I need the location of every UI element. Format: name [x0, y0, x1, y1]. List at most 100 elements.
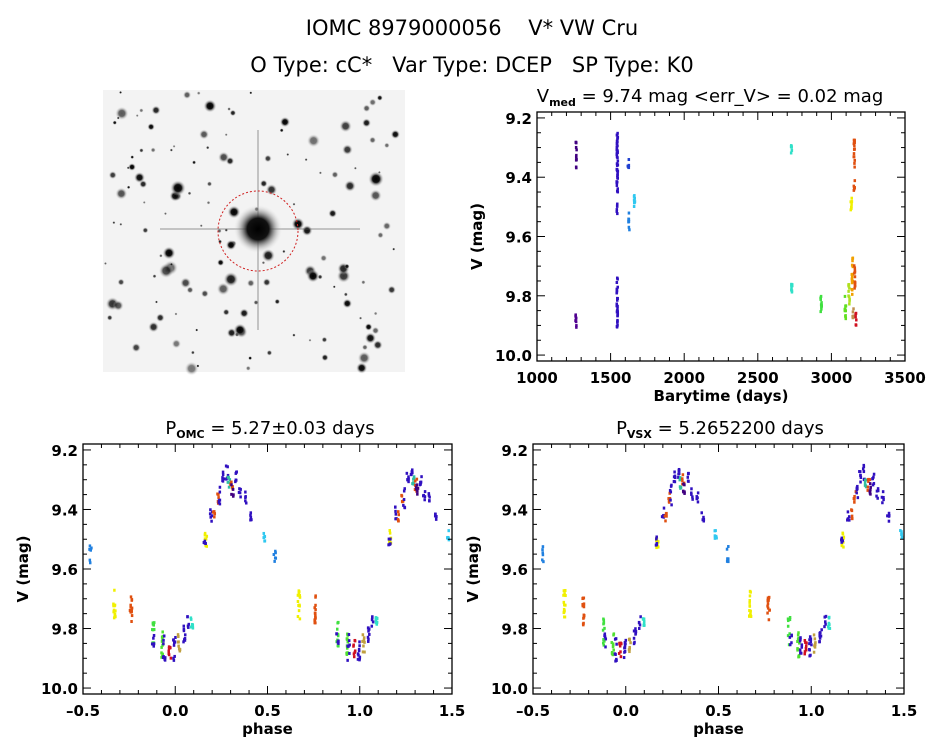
data-point — [345, 651, 348, 655]
data-point — [616, 156, 619, 160]
data-point — [798, 641, 801, 645]
data-point — [362, 636, 366, 640]
data-point — [202, 541, 206, 545]
bright-star — [279, 116, 291, 128]
data-point — [614, 652, 617, 656]
data-point — [677, 472, 680, 476]
data-point — [612, 633, 615, 637]
data-point — [345, 637, 349, 641]
star — [249, 91, 253, 95]
star — [103, 261, 107, 265]
data-point — [642, 617, 646, 621]
data-point — [112, 610, 115, 614]
report-title-types: O Type: cC* Var Type: DCEP SP Type: K0 — [250, 53, 694, 77]
data-point — [628, 650, 631, 654]
star — [135, 114, 139, 118]
data-point — [849, 208, 853, 212]
data-point — [859, 480, 862, 484]
data-point — [786, 624, 790, 628]
data-point — [346, 640, 350, 644]
data-point — [615, 183, 619, 187]
data-point — [361, 650, 365, 654]
data-point — [683, 491, 686, 495]
data-point — [209, 515, 212, 519]
data-point — [367, 639, 370, 643]
data-point — [871, 483, 875, 487]
data-point — [810, 643, 813, 647]
data-point — [748, 589, 752, 593]
data-point — [402, 489, 406, 493]
data-point — [851, 272, 855, 276]
star — [245, 365, 251, 371]
data-point — [809, 637, 813, 641]
star — [248, 356, 253, 361]
data-point — [616, 320, 619, 324]
data-point — [562, 593, 565, 597]
star — [253, 299, 259, 306]
y-tick-label: 9.2 — [501, 442, 528, 460]
data-point — [182, 640, 185, 644]
data-point — [851, 259, 854, 263]
data-point — [856, 484, 859, 488]
data-point — [725, 559, 729, 563]
data-point — [814, 643, 817, 647]
data-point — [847, 283, 850, 287]
data-point — [296, 600, 300, 604]
star — [328, 209, 337, 218]
star — [342, 298, 353, 309]
data-point — [129, 595, 133, 599]
data-point — [422, 493, 425, 497]
star — [195, 328, 199, 332]
data-point — [218, 490, 222, 494]
data-point — [679, 485, 683, 489]
data-point — [221, 473, 225, 477]
star — [387, 285, 396, 295]
data-point — [337, 620, 340, 624]
data-point — [808, 638, 811, 642]
bright-star — [162, 246, 176, 260]
data-point — [841, 539, 845, 543]
data-point — [169, 656, 173, 660]
data-point — [808, 635, 812, 639]
data-point — [823, 615, 826, 619]
data-point — [628, 638, 631, 642]
data-point — [819, 310, 822, 314]
title-main: V — [536, 86, 550, 107]
data-point — [615, 657, 618, 661]
data-point — [616, 176, 620, 180]
data-point — [234, 471, 238, 475]
data-point — [235, 470, 238, 474]
data-point — [374, 621, 378, 625]
data-point — [619, 641, 622, 645]
data-point — [615, 276, 619, 280]
data-point — [414, 479, 417, 483]
data-point — [189, 617, 193, 621]
star — [344, 263, 350, 270]
star — [199, 224, 203, 228]
data-point — [616, 149, 619, 153]
data-point — [881, 490, 885, 494]
data-point — [855, 491, 858, 495]
data-point — [615, 180, 618, 184]
star — [372, 340, 383, 350]
data-point — [623, 646, 626, 650]
data-point — [397, 519, 400, 523]
data-point — [850, 508, 853, 512]
data-point — [803, 652, 806, 656]
data-point — [803, 650, 807, 654]
data-point — [615, 642, 618, 646]
data-point — [563, 603, 566, 607]
data-point — [869, 488, 872, 492]
data-point — [844, 304, 848, 308]
data-point — [828, 623, 831, 627]
data-point — [296, 615, 300, 619]
data-point — [861, 467, 865, 471]
data-point — [804, 640, 807, 644]
y-tick-label: 10.0 — [491, 680, 528, 698]
data-point — [345, 646, 349, 650]
star — [376, 94, 383, 101]
star — [191, 160, 197, 165]
data-point — [615, 133, 619, 137]
star — [216, 282, 230, 296]
star — [343, 292, 348, 297]
